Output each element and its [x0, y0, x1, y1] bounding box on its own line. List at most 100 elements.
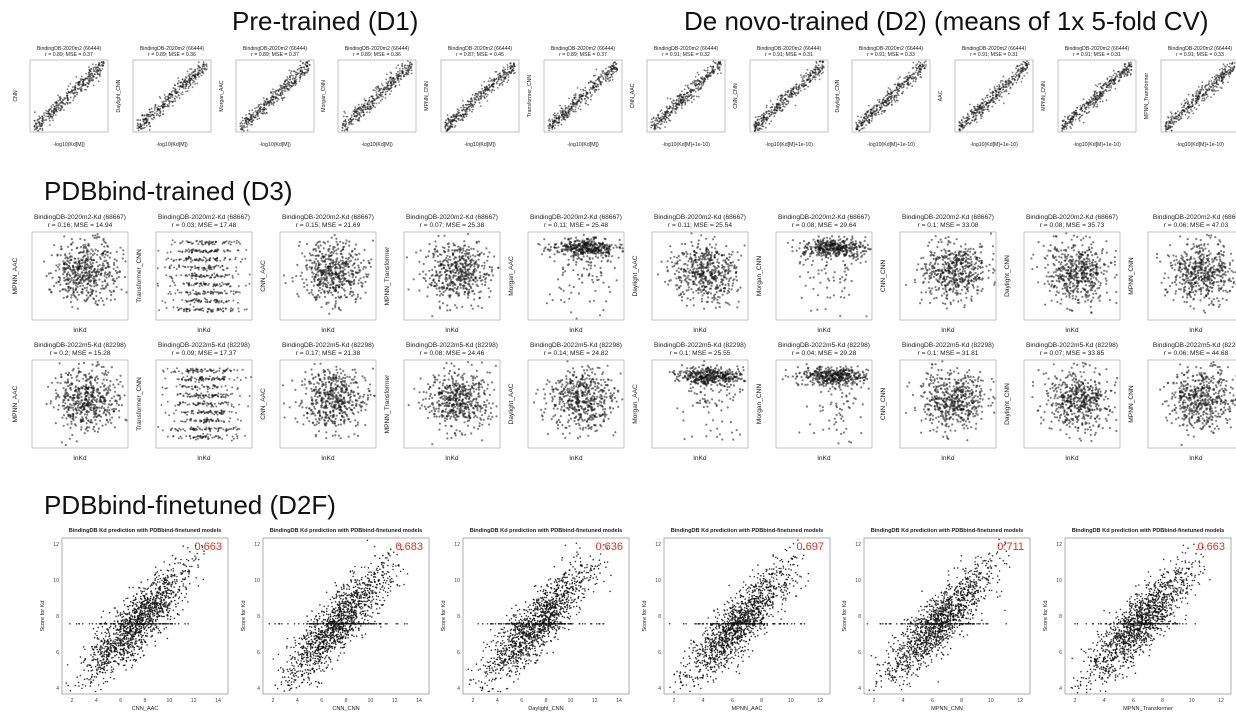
data-point: [923, 61, 926, 64]
data-point: [245, 126, 248, 128]
data-point: [500, 76, 502, 79]
data-point: [36, 119, 39, 122]
data-point: [552, 125, 555, 127]
data-point: [502, 66, 505, 69]
data-point: [1188, 112, 1191, 114]
data-point: [1091, 100, 1093, 103]
data-point: [75, 284, 78, 287]
data-point: [1212, 88, 1215, 91]
data-point: [601, 70, 604, 72]
data-point: [971, 112, 974, 114]
panel-subtitle: r = 0.87; MSE = 0.45: [456, 52, 504, 58]
data-point: [1021, 77, 1024, 80]
data-point: [254, 110, 256, 113]
panel-title: BindingDB-2020m2 (66444): [756, 46, 821, 52]
data-point: [765, 104, 768, 107]
data-point: [594, 74, 597, 77]
data-point: [294, 73, 297, 76]
data-point: [166, 105, 168, 108]
data-point: [1228, 75, 1231, 78]
data-point: [451, 125, 454, 128]
data-point: [1074, 112, 1077, 115]
data-point: [883, 97, 886, 99]
data-point: [692, 98, 695, 101]
data-point: [804, 74, 807, 77]
data-point: [1063, 122, 1066, 125]
data-point: [477, 92, 479, 95]
data-point: [96, 235, 99, 238]
data-point: [167, 103, 170, 105]
data-point: [666, 107, 669, 110]
data-point: [706, 76, 709, 78]
data-point: [160, 105, 163, 108]
data-point: [290, 85, 293, 88]
data-point: [665, 121, 668, 123]
data-point: [171, 96, 174, 98]
data-point: [50, 105, 52, 107]
data-point: [710, 71, 713, 74]
data-point: [375, 102, 378, 105]
data-point: [45, 109, 48, 112]
data-point: [607, 66, 610, 68]
data-point: [143, 123, 146, 126]
data-point: [899, 76, 902, 79]
data-point: [462, 114, 465, 117]
data-point: [64, 257, 67, 260]
data-point: [1226, 72, 1229, 75]
data-point: [1063, 128, 1066, 131]
data-point: [69, 243, 73, 246]
data-point: [162, 110, 164, 112]
data-point: [67, 282, 70, 285]
data-point: [767, 112, 770, 115]
data-point: [190, 76, 193, 78]
data-point: [993, 86, 996, 88]
data-point: [776, 98, 778, 101]
data-point: [712, 69, 715, 72]
data-point: [552, 122, 555, 125]
data-point: [809, 72, 811, 75]
data-point: [484, 93, 487, 96]
section-title-d2: De novo-trained (D2) (means of 1x 5-fold…: [684, 6, 1209, 37]
data-point: [300, 71, 303, 73]
data-point: [88, 66, 90, 69]
data-point: [1089, 101, 1091, 104]
panel-title: BindingDB-2020m2 (66444): [1065, 46, 1130, 52]
scatter-svg: BindingDB-2020m2 (66444)r = 0.91; MSE = …: [630, 46, 726, 148]
data-point: [1110, 85, 1113, 87]
data-point: [1063, 126, 1065, 128]
data-point: [69, 259, 72, 262]
data-point: [891, 99, 894, 102]
data-point: [477, 97, 480, 100]
data-point: [718, 61, 721, 64]
data-point: [770, 109, 772, 112]
data-point: [919, 61, 922, 64]
data-point: [350, 122, 353, 125]
data-point: [466, 100, 469, 102]
data-point: [596, 83, 599, 86]
data-point: [511, 66, 514, 68]
data-point: [772, 111, 775, 114]
data-point: [50, 254, 53, 257]
data-point: [1094, 102, 1097, 105]
data-point: [1094, 90, 1097, 92]
data-point: [93, 236, 96, 239]
data-point: [568, 110, 571, 113]
scatter-svg: BindingDB-2020m2 (66444)r = 0.91; MSE = …: [835, 46, 931, 148]
data-point: [815, 74, 818, 76]
data-point: [294, 71, 297, 74]
data-point: [925, 60, 927, 63]
data-point: [963, 117, 966, 120]
data-point: [281, 89, 284, 92]
data-point: [895, 101, 897, 103]
data-point: [269, 91, 272, 94]
data-point: [162, 103, 165, 106]
data-point: [1126, 72, 1129, 74]
data-point: [559, 116, 562, 118]
data-point: [880, 102, 883, 105]
data-point: [148, 129, 151, 131]
data-point: [1071, 120, 1074, 123]
data-point: [657, 121, 660, 123]
data-point: [55, 264, 58, 267]
data-point: [902, 86, 905, 88]
data-point: [587, 82, 590, 84]
